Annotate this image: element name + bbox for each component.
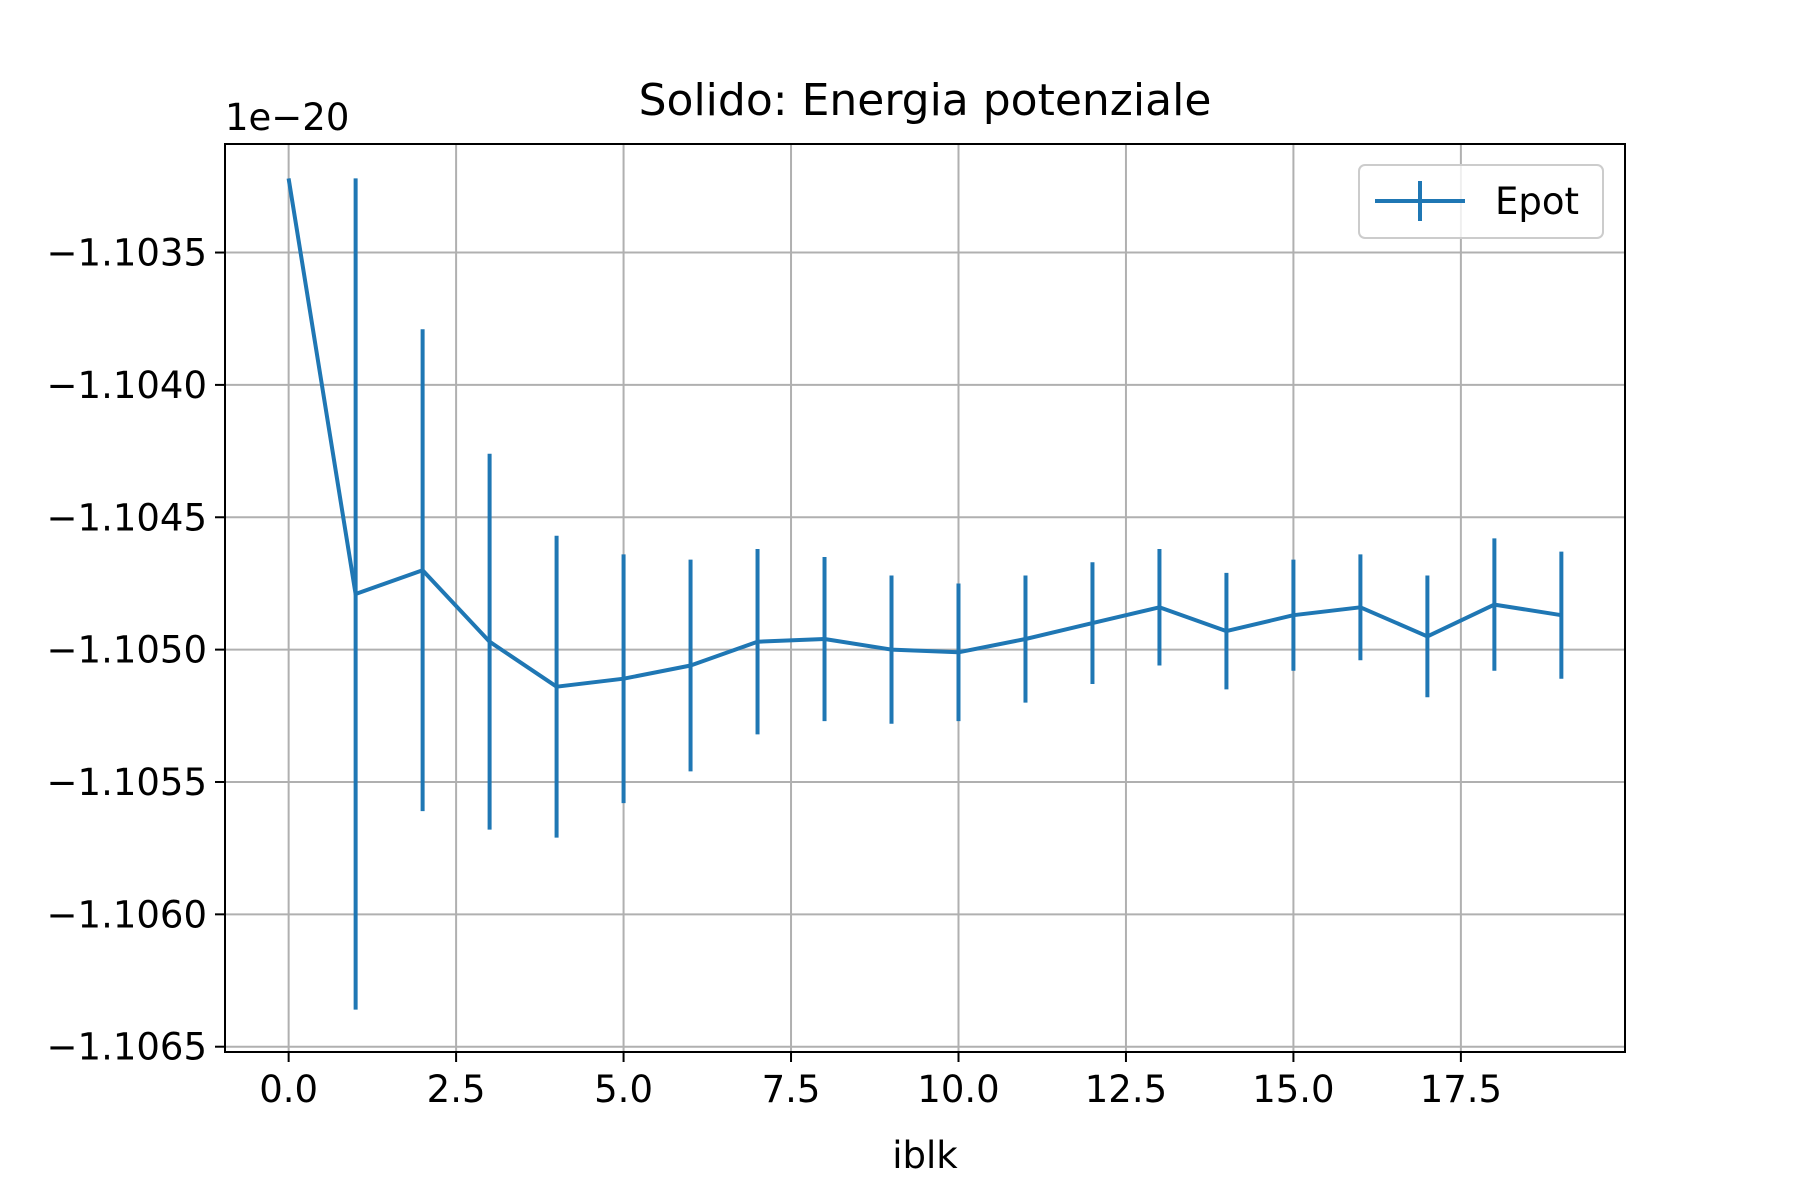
x-tick-label: 2.5	[427, 1068, 486, 1111]
x-tick-label: 10.0	[917, 1068, 999, 1111]
y-tick-label: −1.1050	[47, 629, 207, 672]
y-tick-label: −1.1055	[47, 761, 207, 804]
legend: Epot	[1358, 164, 1604, 239]
x-axis-label: iblk	[892, 1134, 958, 1177]
series-line-epot	[286, 178, 1562, 689]
y-tick-label: −1.1045	[47, 496, 207, 539]
x-tick-label: 5.0	[594, 1068, 653, 1111]
y-tick-label: −1.1060	[47, 893, 207, 936]
chart-title: Solido: Energia potenziale	[639, 75, 1212, 126]
plot-frame	[224, 143, 1626, 1053]
x-tick-label: 17.5	[1420, 1068, 1502, 1111]
x-tick-label: 15.0	[1252, 1068, 1334, 1111]
x-tick-label: 7.5	[762, 1068, 821, 1111]
y-tick-label: −1.1035	[47, 232, 207, 275]
grid-layer	[225, 144, 1625, 1052]
x-tick-label: 0.0	[259, 1068, 318, 1111]
tick-layer: 0.0 2.5 5.0 7.5 10.0 12.5 15.0 17.5 −1.1035 −1.10…	[47, 232, 1503, 1111]
y-offset-text: 1e−20	[225, 96, 349, 139]
y-tick-label: −1.1065	[47, 1026, 207, 1069]
y-tick-label: −1.1040	[47, 364, 207, 407]
x-tick-label: 12.5	[1085, 1068, 1167, 1111]
data-layer	[286, 178, 1564, 1010]
legend-label: Epot	[1495, 180, 1579, 223]
